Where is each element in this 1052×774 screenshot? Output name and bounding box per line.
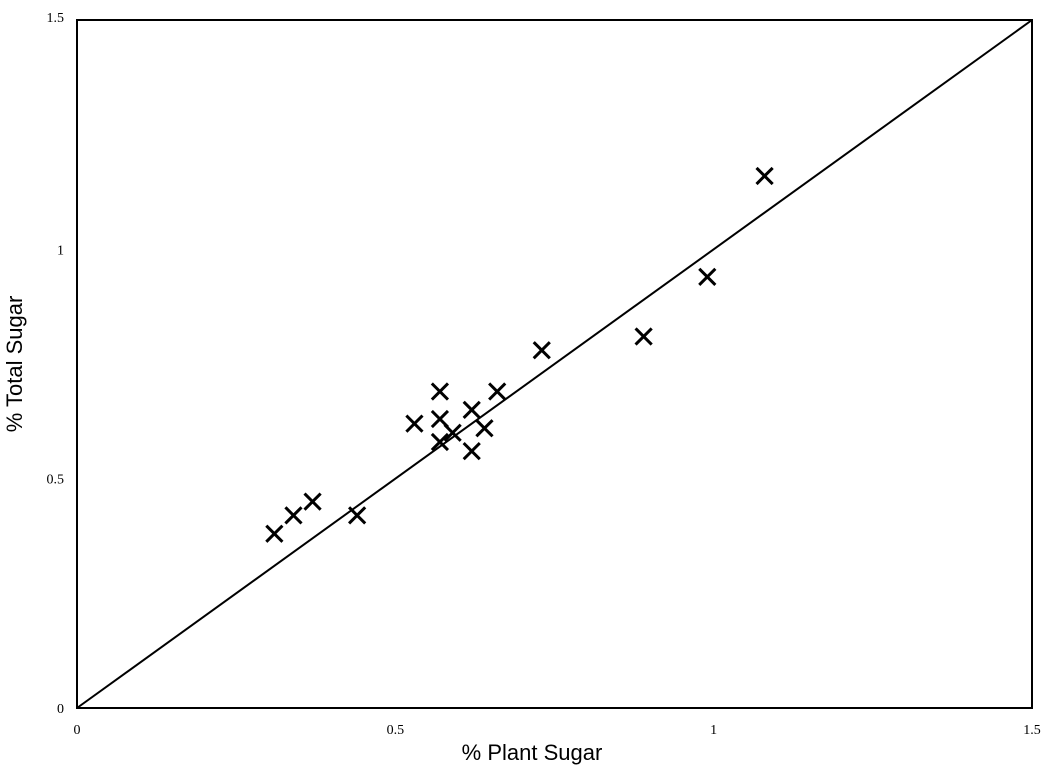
data-point-x-marker bbox=[405, 414, 424, 433]
data-points bbox=[265, 166, 774, 543]
identity-line bbox=[76, 19, 1033, 709]
plot-frame bbox=[76, 19, 1033, 709]
data-point-x-marker bbox=[303, 492, 322, 511]
y-tick-label: 0.5 bbox=[47, 473, 65, 488]
data-point-x-marker bbox=[348, 506, 367, 525]
y-tick-label: 1.5 bbox=[47, 11, 65, 26]
data-point-x-marker bbox=[755, 166, 774, 186]
data-point-x-marker bbox=[284, 506, 303, 525]
y-tick-label: 1 bbox=[57, 243, 64, 258]
x-tick-label: 1 bbox=[710, 723, 717, 738]
data-point-x-marker bbox=[430, 409, 450, 429]
data-point-x-marker bbox=[430, 432, 450, 452]
x-tick-label: 0 bbox=[74, 723, 81, 738]
data-point-x-marker bbox=[443, 423, 462, 442]
data-point-x-marker bbox=[698, 267, 717, 286]
data-point-x-marker bbox=[634, 327, 653, 346]
x-tick-label: 1.5 bbox=[1023, 723, 1041, 738]
x-axis-title: % Plant Sugar bbox=[462, 740, 603, 765]
data-point-x-marker bbox=[462, 442, 481, 461]
data-point-x-marker bbox=[475, 419, 494, 438]
data-point-x-marker bbox=[430, 382, 450, 401]
y-axis-title: % Total Sugar bbox=[2, 296, 27, 433]
tick-labels: 0 0.5 1 1.5 0 0.5 1 1.5 bbox=[47, 11, 1041, 738]
data-point-x-marker bbox=[462, 400, 481, 419]
data-point-x-marker bbox=[265, 524, 284, 543]
data-point-x-marker bbox=[532, 341, 551, 360]
data-point-x-marker bbox=[488, 382, 507, 401]
x-tick-label: 0.5 bbox=[387, 723, 405, 738]
y-tick-label: 0 bbox=[57, 702, 64, 717]
